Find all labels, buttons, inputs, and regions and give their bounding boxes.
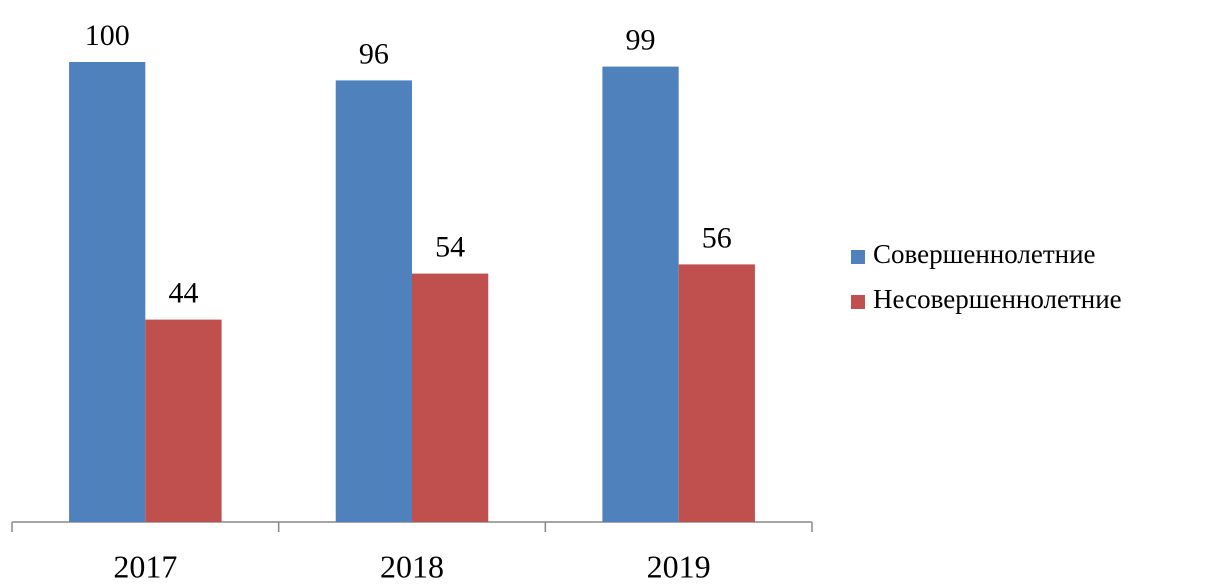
bar <box>412 273 489 522</box>
bar <box>69 62 146 522</box>
value-label: 96 <box>359 37 389 70</box>
bar <box>145 319 222 522</box>
legend-label: Несовершеннолетние <box>873 284 1122 314</box>
legend-label: Совершеннолетние <box>873 239 1096 269</box>
x-tick-label: 2019 <box>647 548 711 584</box>
bar <box>602 66 679 522</box>
value-label: 56 <box>702 221 732 254</box>
value-label: 100 <box>85 19 130 52</box>
legend-swatch <box>851 295 865 309</box>
bar <box>678 264 755 522</box>
legend-swatch <box>851 250 865 264</box>
bar <box>335 80 412 523</box>
x-tick-label: 2018 <box>380 548 444 584</box>
value-label: 54 <box>435 230 465 263</box>
value-label: 99 <box>626 23 656 56</box>
value-label: 44 <box>168 276 198 309</box>
x-tick-label: 2017 <box>113 548 177 584</box>
